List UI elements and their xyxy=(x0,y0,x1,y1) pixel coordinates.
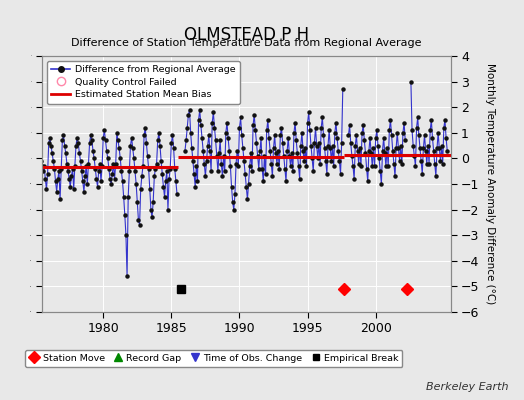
Text: OLMSTEAD P H: OLMSTEAD P H xyxy=(184,26,309,44)
Text: Berkeley Earth: Berkeley Earth xyxy=(426,382,508,392)
Legend: Station Move, Record Gap, Time of Obs. Change, Empirical Break: Station Move, Record Gap, Time of Obs. C… xyxy=(25,350,402,366)
Y-axis label: Monthly Temperature Anomaly Difference (°C): Monthly Temperature Anomaly Difference (… xyxy=(485,63,495,305)
Text: Difference of Station Temperature Data from Regional Average: Difference of Station Temperature Data f… xyxy=(71,38,421,48)
